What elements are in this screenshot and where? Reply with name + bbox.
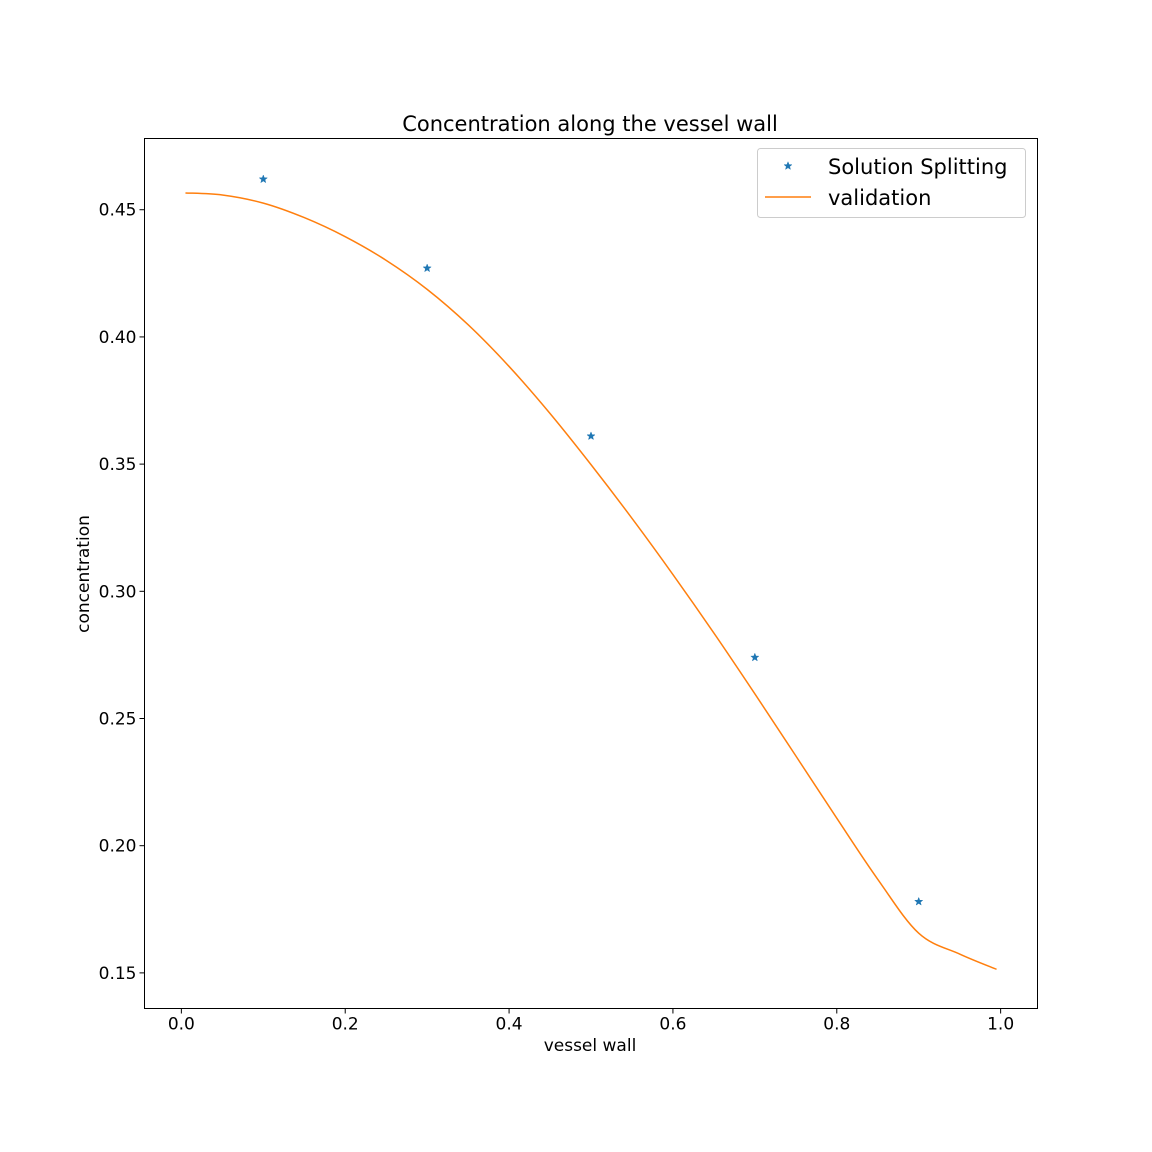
solution-splitting-point: [422, 263, 432, 273]
y-tick-label: 0.35: [99, 455, 137, 475]
x-tick-label: 1.0: [987, 1015, 1014, 1035]
y-tick-label: 0.30: [99, 582, 137, 602]
legend-label-validation: validation: [828, 186, 931, 210]
legend-box: [757, 148, 1026, 218]
chart-title: Concentration along the vessel wall: [402, 112, 778, 136]
x-tick-label: 0.8: [823, 1015, 850, 1035]
x-tick-label: 0.2: [332, 1015, 359, 1035]
x-tick-label: 0.6: [659, 1015, 686, 1035]
y-axis-label: concentration: [74, 515, 94, 633]
solution-splitting-point: [914, 896, 924, 906]
y-tick-label: 0.40: [99, 328, 137, 348]
legend-star-marker: [783, 161, 793, 170]
solution-splitting-point: [258, 174, 268, 184]
y-tick-label: 0.15: [99, 964, 137, 984]
y-tick-label: 0.25: [99, 710, 137, 730]
y-axis: 0.15 0.20 0.25 0.30 0.35 0.40 0.45: [99, 201, 145, 984]
x-axis: 0.0 0.2 0.4 0.6 0.8 1.0: [168, 1008, 1014, 1035]
legend-star-glyph: [783, 161, 793, 170]
y-tick-label: 0.20: [99, 837, 137, 857]
y-tick-label: 0.45: [99, 201, 137, 221]
x-tick-label: 0.4: [496, 1015, 523, 1035]
solution-splitting-point: [586, 431, 596, 441]
plot-area: [185, 174, 997, 971]
legend-label-solution-splitting: Solution Splitting: [828, 155, 1008, 179]
solution-splitting-point: [750, 652, 760, 662]
legend: Solution Splitting validation: [757, 148, 1026, 218]
plot-frame: [144, 138, 1038, 1009]
validation-line: [185, 192, 997, 971]
x-tick-label: 0.0: [168, 1015, 195, 1035]
x-axis-label: vessel wall: [544, 1036, 637, 1056]
